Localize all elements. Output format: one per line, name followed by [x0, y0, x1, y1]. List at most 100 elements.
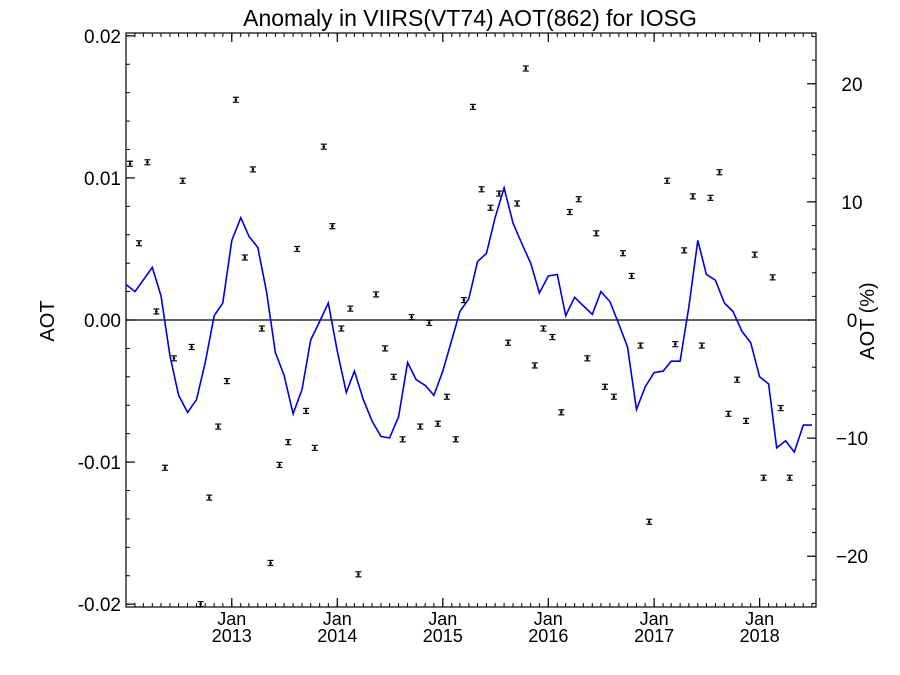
point-marker [506, 341, 510, 345]
y-tick-label-right: 10 [841, 193, 862, 214]
y-tick-label-right: −20 [836, 547, 868, 568]
point-marker [647, 520, 651, 524]
data-point [496, 190, 503, 197]
point-marker [682, 249, 686, 252]
point-marker [128, 162, 132, 166]
data-point [162, 464, 169, 471]
point-marker [418, 425, 422, 428]
point-marker [639, 344, 642, 347]
point-marker [445, 395, 449, 399]
data-point [769, 274, 776, 281]
point-marker [349, 307, 352, 310]
point-marker [788, 476, 791, 480]
data-point [716, 169, 723, 176]
data-point [417, 423, 424, 430]
point-marker [322, 145, 326, 148]
data-point [443, 393, 450, 400]
data-point [725, 410, 732, 417]
point-marker [727, 412, 730, 416]
data-point [637, 342, 644, 349]
point-marker [691, 195, 695, 198]
data-point [777, 404, 784, 412]
data-point [522, 65, 529, 72]
data-point [347, 305, 354, 312]
point-marker [295, 247, 299, 251]
data-point [197, 601, 204, 608]
data-point [426, 319, 433, 326]
point-marker [190, 345, 193, 349]
data-point [408, 314, 415, 321]
point-marker [146, 160, 149, 164]
point-marker [753, 253, 757, 256]
point-marker [155, 310, 158, 313]
data-point [179, 177, 186, 184]
data-point [206, 494, 213, 501]
point-marker [401, 438, 404, 441]
data-point [382, 345, 389, 352]
data-point [434, 420, 441, 427]
point-marker [595, 232, 598, 235]
point-marker [234, 98, 238, 102]
point-marker [586, 357, 589, 360]
data-point [232, 96, 239, 103]
trend-line-path [125, 184, 812, 454]
point-marker [471, 105, 475, 109]
data-point [249, 166, 256, 173]
point-marker [542, 327, 545, 330]
point-marker [331, 224, 334, 228]
x-tick-label-month: Jan [217, 609, 246, 629]
point-marker [533, 364, 537, 367]
data-point [241, 254, 248, 261]
point-marker [568, 210, 572, 214]
point-marker [137, 241, 141, 245]
point-marker [744, 419, 748, 423]
data-point [566, 208, 573, 216]
point-marker [497, 192, 501, 195]
data-point [672, 341, 679, 348]
point-marker [286, 440, 290, 444]
point-marker [700, 344, 704, 347]
data-point [681, 247, 688, 254]
point-marker [621, 251, 625, 255]
data-point [373, 291, 380, 298]
point-marker [462, 298, 466, 302]
x-tick-label-month: Jan [428, 609, 457, 629]
point-marker [383, 347, 387, 350]
data-point [619, 250, 626, 257]
point-marker [269, 561, 272, 565]
point-marker [673, 342, 677, 346]
y-tick-label-left: -0.02 [78, 595, 121, 616]
y-tick-label-left: 0.00 [84, 311, 121, 332]
point-marker [779, 406, 783, 410]
data-point [743, 417, 750, 424]
y-tick-label-left: 0.02 [84, 27, 121, 48]
data-point [188, 343, 195, 351]
data-point [698, 342, 705, 349]
point-marker [427, 321, 431, 325]
point-marker [515, 202, 519, 205]
point-marker [480, 187, 483, 191]
data-point [540, 325, 547, 332]
point-marker [392, 375, 395, 379]
chart-title: Anomaly in VIIRS(VT74) AOT(862) for IOSG [243, 5, 697, 31]
x-tick-label-year: 2014 [317, 626, 357, 646]
data-point [689, 193, 696, 200]
data-point [531, 362, 538, 369]
point-marker [718, 170, 721, 174]
point-marker [225, 379, 229, 383]
point-marker [524, 67, 528, 70]
x-tick-label-year: 2013 [212, 626, 252, 646]
point-marker [216, 425, 220, 428]
x-tick-label-year: 2018 [740, 626, 780, 646]
point-marker [771, 276, 774, 279]
data-point [390, 373, 397, 380]
data-point [786, 474, 793, 481]
data-point [514, 200, 521, 207]
point-marker [374, 293, 378, 296]
data-point [601, 383, 608, 390]
data-point [549, 333, 556, 341]
y-tick-label-left: 0.01 [84, 169, 121, 190]
data-point [664, 177, 671, 184]
data-point [575, 196, 582, 203]
x-tick-label-month: Jan [534, 609, 563, 629]
